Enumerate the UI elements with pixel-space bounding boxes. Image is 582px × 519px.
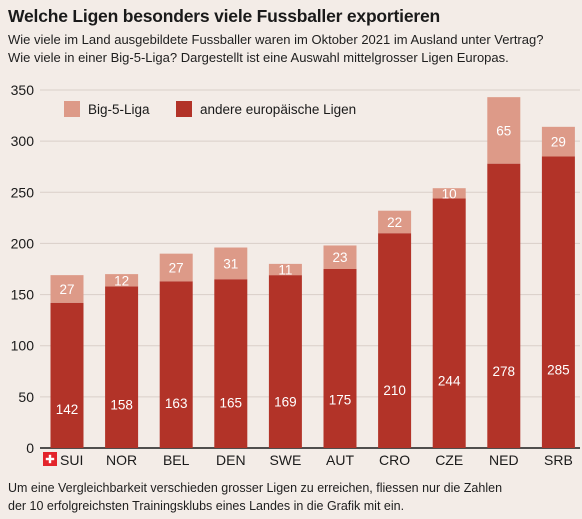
- bar-CRO-big5: [378, 210, 412, 234]
- y-tick-label-200: 200: [11, 235, 35, 251]
- bar-SRB-big5: [541, 126, 575, 157]
- swiss-flag-cross-horizontal: [45, 457, 55, 461]
- x-tick-label-SUI: SUI: [60, 452, 83, 468]
- x-tick-label-NED: NED: [489, 452, 519, 468]
- y-tick-label-100: 100: [11, 338, 35, 354]
- legend-layer: Big-5-Liga andere europäische Ligen: [64, 101, 356, 117]
- data-label-CZE-big5: 10: [442, 186, 457, 201]
- data-label-SRB-big5: 29: [551, 135, 566, 150]
- x-tick-label-CRO: CRO: [379, 452, 410, 468]
- data-label-SWE-other: 169: [274, 394, 297, 409]
- footnote-line-1: Um eine Vergleichbarkeit verschieden gro…: [8, 481, 503, 495]
- data-label-DEN-big5: 31: [223, 256, 238, 271]
- x-tick-label-BEL: BEL: [163, 452, 190, 468]
- data-label-SUI-other: 142: [56, 402, 79, 417]
- bars-layer: [50, 97, 575, 448]
- bar-CZE-big5: [432, 188, 466, 199]
- bar-SWE-other: [268, 275, 302, 448]
- bar-DEN-other: [214, 279, 248, 448]
- bar-SUI-other: [50, 302, 84, 448]
- legend-label-other: andere europäische Ligen: [200, 102, 356, 117]
- y-tick-label-250: 250: [11, 184, 35, 200]
- data-label-AUT-big5: 23: [332, 250, 347, 265]
- bar-DEN-big5: [214, 247, 248, 280]
- x-tick-label-CZE: CZE: [435, 452, 463, 468]
- chart-subtitle-line-1: Wie viele im Land ausgebildete Fussballe…: [8, 32, 544, 47]
- data-label-NED-big5: 65: [496, 123, 511, 138]
- bar-SUI-big5: [50, 275, 84, 303]
- bar-BEL-big5: [159, 253, 193, 282]
- x-tick-label-SRB: SRB: [544, 452, 573, 468]
- legend-swatch-other: [176, 101, 192, 117]
- chart-subtitle-line-2: Wie viele in einer Big-5-Liga? Dargestel…: [8, 50, 509, 65]
- bar-SRB-other: [541, 156, 575, 448]
- data-label-DEN-other: 165: [220, 395, 243, 410]
- y-tick-label-0: 0: [26, 440, 34, 456]
- data-label-CRO-big5: 22: [387, 215, 402, 230]
- data-label-BEL-big5: 27: [169, 260, 184, 275]
- footnote-line-2: der 10 erfolgreichsten Trainingsklubs ei…: [8, 499, 405, 513]
- data-label-BEL-other: 163: [165, 396, 188, 411]
- bar-SWE-big5: [268, 263, 302, 276]
- x-tick-label-DEN: DEN: [216, 452, 246, 468]
- bar-NED-other: [487, 163, 521, 448]
- bar-AUT-other: [323, 269, 357, 448]
- bar-CRO-other: [378, 233, 412, 448]
- legend-label-big5: Big-5-Liga: [88, 102, 150, 117]
- bar-NOR-big5: [105, 274, 139, 287]
- bar-BEL-other: [159, 281, 193, 448]
- y-tick-label-150: 150: [11, 287, 35, 303]
- x-tick-label-SWE: SWE: [269, 452, 301, 468]
- y-tick-label-50: 50: [18, 389, 34, 405]
- chart-title: Welche Ligen besonders viele Fussballer …: [8, 6, 440, 26]
- x-tick-label-AUT: AUT: [326, 452, 354, 468]
- data-label-CRO-other: 210: [383, 383, 406, 398]
- bar-NED-big5: [487, 97, 521, 164]
- bar-CZE-other: [432, 198, 466, 448]
- bar-NOR-other: [105, 286, 139, 448]
- data-label-NOR-big5: 12: [114, 273, 129, 288]
- data-label-SWE-big5: 11: [278, 263, 292, 278]
- data-label-SUI-big5: 27: [59, 282, 74, 297]
- bar-AUT-big5: [323, 245, 357, 269]
- y-tick-label-350: 350: [11, 82, 35, 98]
- data-label-CZE-other: 244: [438, 374, 461, 389]
- legend-swatch-big5: [64, 101, 80, 117]
- data-label-NED-other: 278: [493, 364, 516, 379]
- data-label-NOR-other: 158: [110, 397, 133, 412]
- data-label-AUT-other: 175: [329, 393, 352, 408]
- x-tick-label-NOR: NOR: [106, 452, 137, 468]
- y-tick-label-300: 300: [11, 133, 35, 149]
- data-label-SRB-other: 285: [547, 362, 570, 377]
- labels-layer: 0 50 100 150 200 250 300 350 142 27 SUI 158 12 NOR 163…: [11, 82, 573, 468]
